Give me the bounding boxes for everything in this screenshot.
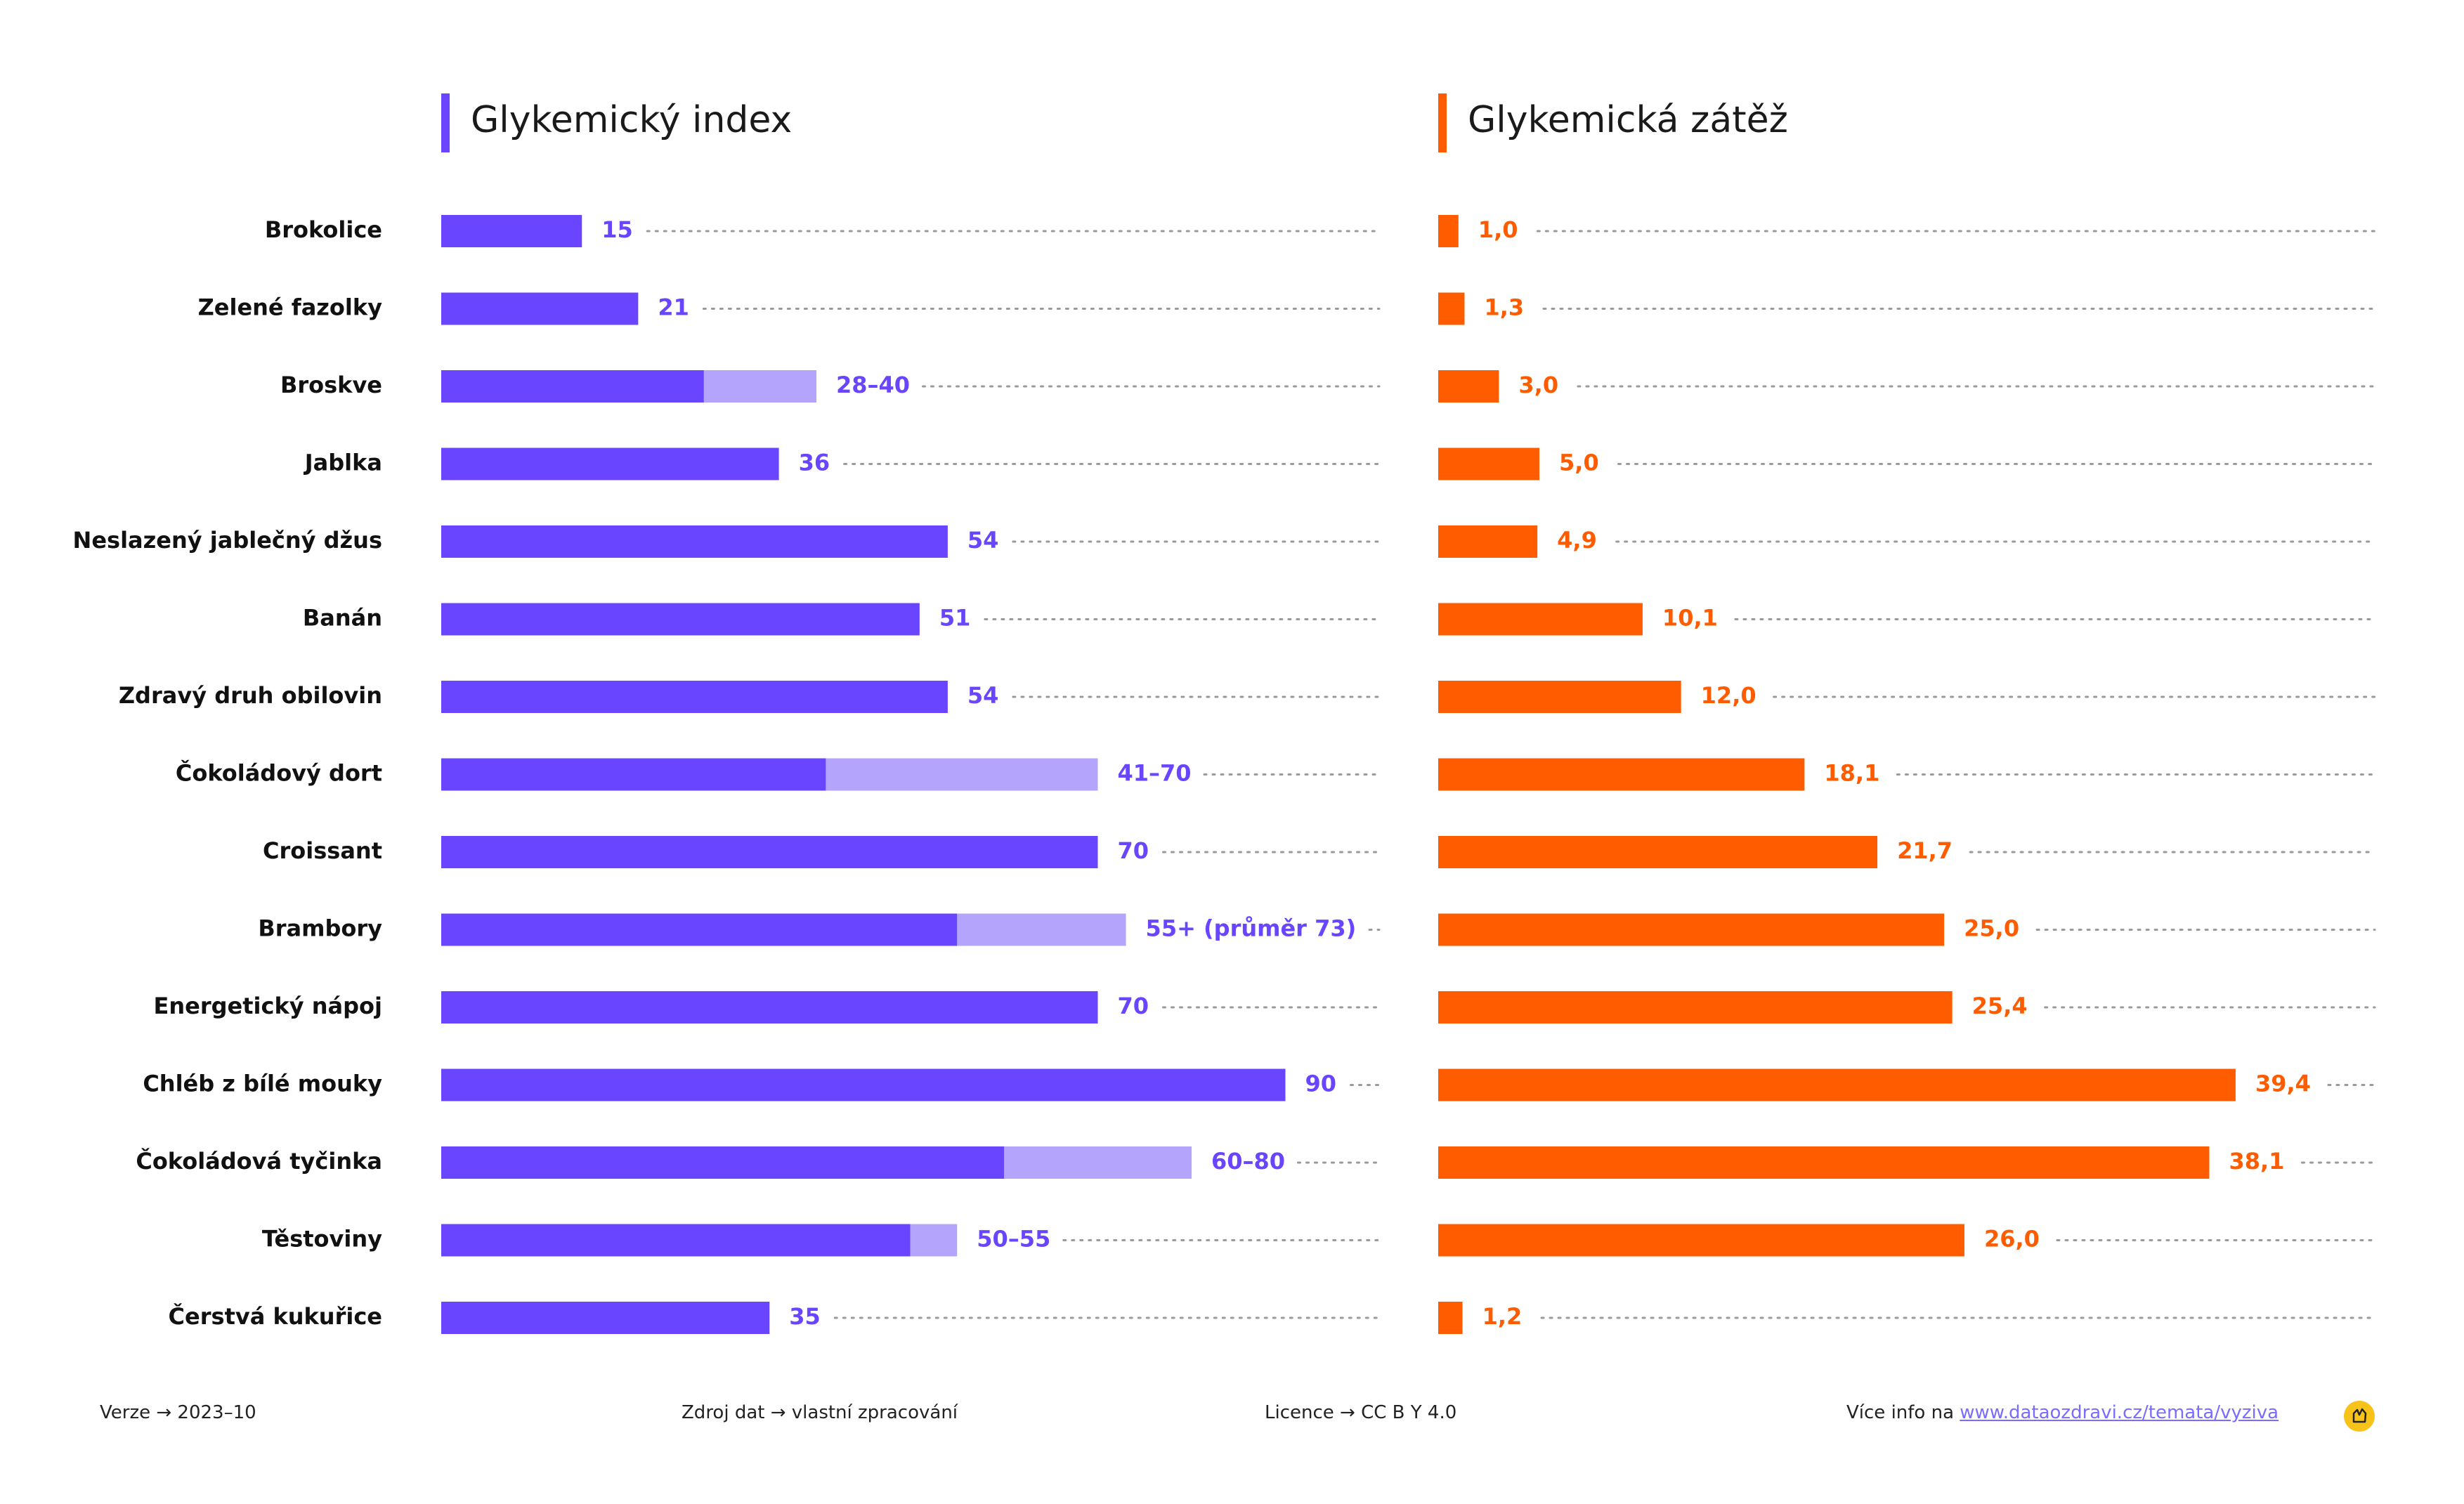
category-label: Těstoviny	[262, 1226, 382, 1253]
gl-data-label: 26,0	[1984, 1226, 2040, 1253]
brand-logo-icon	[2344, 1401, 2375, 1432]
gi-data-label: 54	[967, 682, 999, 709]
gl-bar	[1438, 991, 1953, 1024]
gi-range-bar	[703, 370, 816, 403]
gl-data-label: 10,1	[1662, 605, 1718, 632]
gi-bar	[441, 370, 704, 403]
gi-data-label: 55+ (průměr 73)	[1146, 915, 1357, 942]
gi-bar	[441, 991, 1098, 1024]
gi-bar	[441, 836, 1098, 868]
gi-bar	[441, 215, 582, 247]
category-label: Brokolice	[265, 216, 382, 243]
gl-bar	[1438, 1224, 1964, 1257]
gl-data-label: 1,0	[1478, 216, 1518, 243]
gi-data-label: 15	[601, 216, 633, 243]
category-label: Jablka	[304, 450, 382, 476]
category-label: Čerstvá kukuřice	[169, 1302, 382, 1330]
gi-bar	[441, 913, 958, 946]
gl-title-accent	[1438, 93, 1447, 152]
footer-version: Verze → 2023–10	[100, 1402, 256, 1423]
gi-bar	[441, 525, 948, 558]
category-label: Zdravý druh obilovin	[119, 682, 382, 709]
gi-bar	[441, 1146, 1004, 1179]
gi-data-label: 41–70	[1118, 760, 1192, 787]
gi-bar	[441, 603, 920, 636]
gl-data-label: 39,4	[2255, 1071, 2311, 1097]
gi-title-accent	[441, 93, 450, 152]
gl-data-label: 18,1	[1824, 760, 1879, 787]
gl-bar	[1438, 681, 1681, 713]
category-label: Chléb z bílé mouky	[143, 1071, 382, 1097]
gi-bar	[441, 758, 826, 791]
gi-data-label: 21	[658, 294, 689, 321]
footer-more-info-prefix: Více info na	[1846, 1402, 1960, 1423]
gi-bar	[441, 292, 639, 325]
category-label: Croissant	[263, 837, 382, 864]
gl-data-label: 21,7	[1897, 837, 1953, 864]
gl-bar	[1438, 758, 1805, 791]
gi-data-label: 54	[967, 527, 999, 554]
gl-bar	[1438, 1068, 2236, 1101]
gi-bar	[441, 1302, 770, 1334]
gl-data-label: 1,2	[1482, 1303, 1523, 1330]
gi-bar	[441, 1068, 1286, 1101]
gi-bar	[441, 1224, 911, 1257]
category-label: Broskve	[280, 372, 382, 398]
category-label: Banán	[303, 605, 382, 632]
gl-data-label: 3,0	[1518, 372, 1558, 398]
category-label: Čokoládový dort	[176, 759, 382, 787]
footer-source: Zdroj dat → vlastní zpracování	[682, 1402, 958, 1423]
gl-bar	[1438, 292, 1465, 325]
gl-data-label: 1,3	[1484, 294, 1524, 321]
gi-data-label: 70	[1118, 993, 1149, 1019]
gl-data-label: 38,1	[2229, 1148, 2284, 1175]
gl-bar	[1438, 603, 1643, 636]
gl-bar	[1438, 836, 1878, 868]
gl-data-label: 25,0	[1964, 915, 2019, 942]
gl-data-label: 25,4	[1972, 993, 2028, 1019]
gl-data-label: 4,9	[1557, 527, 1597, 554]
gl-bar	[1438, 1302, 1463, 1334]
gl-bar	[1438, 1146, 2210, 1179]
gi-bar	[441, 681, 948, 713]
gl-data-label: 12,0	[1701, 682, 1756, 709]
gi-range-bar	[826, 758, 1098, 791]
category-label: Neslazený jablečný džus	[73, 527, 382, 554]
gl-bar	[1438, 370, 1499, 403]
gi-data-label: 36	[799, 450, 830, 476]
gl-bar	[1438, 913, 1945, 946]
gi-data-label: 50–55	[977, 1226, 1050, 1253]
gi-data-label: 28–40	[836, 372, 910, 398]
gl-data-label: 5,0	[1559, 450, 1599, 476]
gi-bar	[441, 447, 779, 480]
gi-data-label: 35	[789, 1303, 821, 1330]
gi-range-bar	[910, 1224, 958, 1257]
category-label: Energetický nápoj	[154, 993, 382, 1019]
gi-chart-title: Glykemický index	[471, 99, 792, 141]
category-label: Zelené fazolky	[198, 294, 383, 321]
gl-chart-title: Glykemická zátěž	[1468, 99, 1788, 141]
gi-data-label: 70	[1118, 837, 1149, 864]
gl-bar	[1438, 215, 1459, 247]
footer-license: Licence → CC B Y 4.0	[1265, 1402, 1457, 1423]
gi-data-label: 90	[1305, 1071, 1337, 1097]
gi-data-label: 60–80	[1211, 1148, 1285, 1175]
gl-bar	[1438, 447, 1540, 480]
gi-range-bar	[957, 913, 1126, 946]
gi-data-label: 51	[939, 605, 971, 632]
footer-more-info: Více info na www.dataozdravi.cz/temata/v…	[1846, 1402, 2279, 1423]
gl-bar	[1438, 525, 1538, 558]
footer-more-info-link[interactable]: www.dataozdravi.cz/temata/vyziva	[1960, 1402, 2279, 1423]
category-label: Brambory	[258, 915, 382, 942]
category-label: Čokoládová tyčinka	[136, 1147, 382, 1175]
gi-range-bar	[1004, 1146, 1192, 1179]
